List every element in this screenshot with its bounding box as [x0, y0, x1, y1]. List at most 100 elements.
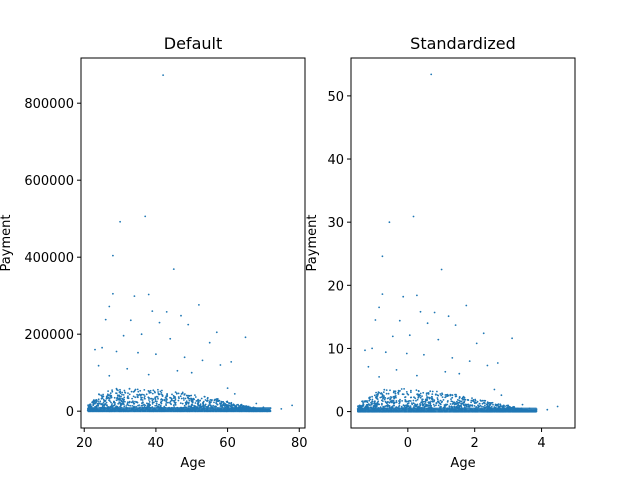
data-point [414, 397, 417, 400]
data-point [433, 311, 436, 314]
data-point [460, 400, 463, 403]
data-point [129, 319, 132, 322]
data-point [455, 393, 457, 396]
data-point [123, 389, 126, 392]
y-tick-label: 400000 [24, 251, 74, 266]
data-point [362, 400, 364, 402]
data-point [422, 391, 425, 394]
data-point [162, 74, 165, 76]
data-point [388, 404, 391, 407]
data-point [430, 395, 433, 398]
data-point [481, 405, 483, 408]
data-point [458, 397, 461, 399]
data-point [160, 398, 163, 400]
data-point [122, 334, 125, 337]
data-point [207, 405, 210, 408]
data-point [425, 394, 428, 396]
data-point [425, 404, 427, 407]
data-point [395, 400, 398, 402]
data-point [477, 404, 479, 407]
data-point [472, 399, 475, 402]
data-point [132, 395, 135, 398]
data-point [125, 405, 128, 407]
data-point [116, 397, 119, 400]
data-point [440, 268, 443, 271]
data-point [119, 392, 122, 395]
data-point [148, 390, 151, 393]
data-point [106, 404, 108, 406]
data-point [377, 402, 379, 405]
data-point [482, 332, 485, 335]
data-point [155, 353, 157, 356]
data-point [221, 405, 223, 408]
data-point [475, 406, 477, 408]
data-point [92, 402, 95, 404]
data-point [374, 319, 377, 321]
data-point [202, 404, 205, 407]
data-point [128, 393, 131, 396]
data-point [147, 373, 150, 376]
data-point [206, 399, 208, 402]
data-point [230, 361, 233, 363]
data-point [458, 372, 461, 375]
data-point [402, 393, 405, 396]
data-point [101, 403, 103, 406]
data-point [535, 408, 538, 410]
data-point [378, 391, 380, 394]
data-point [194, 402, 197, 404]
data-point [417, 396, 420, 399]
data-point [521, 403, 524, 406]
data-point [206, 397, 209, 400]
data-point [174, 398, 177, 401]
data-point [450, 398, 452, 400]
subplot-standardized: Standardized 0 2 4 0 10 20 30 40 50 Age Payment [305, 34, 576, 471]
data-point [404, 404, 407, 407]
data-point [137, 394, 140, 396]
data-point [215, 401, 218, 403]
data-point [430, 400, 432, 403]
data-point [478, 402, 481, 405]
data-point [140, 399, 143, 401]
data-point [149, 391, 152, 394]
data-point [199, 404, 201, 407]
data-point [412, 402, 415, 405]
data-point [394, 392, 397, 395]
data-point [367, 365, 370, 368]
data-point [409, 405, 412, 407]
data-point [456, 399, 459, 401]
data-point [183, 404, 186, 407]
data-point [383, 398, 386, 401]
data-point [428, 397, 431, 400]
data-point [137, 404, 139, 407]
data-point [387, 392, 390, 395]
data-point [486, 405, 489, 407]
data-point [452, 401, 455, 404]
data-point [111, 389, 113, 391]
data-point [362, 403, 365, 406]
data-point [186, 394, 189, 397]
data-point [369, 396, 371, 399]
data-point [451, 400, 454, 403]
data-point [435, 393, 437, 396]
x-tick-label: 40 [148, 436, 165, 451]
data-point [217, 399, 220, 402]
data-point [165, 399, 168, 401]
data-point [209, 401, 212, 403]
data-point [232, 403, 235, 406]
data-point [481, 399, 484, 402]
data-point [115, 399, 118, 402]
data-point [368, 399, 371, 402]
data-point [190, 394, 193, 397]
data-point [403, 404, 406, 407]
data-point [200, 397, 203, 400]
data-point [400, 405, 403, 408]
data-point [424, 398, 427, 401]
data-point [389, 397, 392, 400]
data-point [165, 403, 167, 405]
data-point [124, 400, 126, 403]
data-point [388, 221, 391, 224]
data-point [172, 268, 175, 270]
x-ticks: 0 2 4 [404, 428, 546, 451]
y-tick-label: 200000 [24, 328, 74, 343]
data-point [486, 364, 489, 367]
